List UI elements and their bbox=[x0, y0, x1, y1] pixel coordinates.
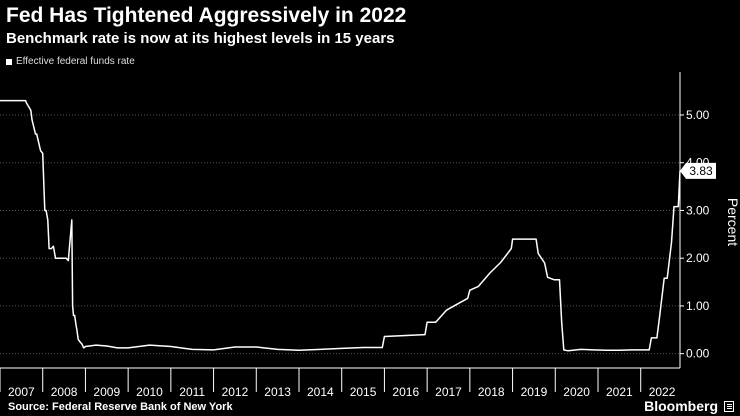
x-tick-label: 2016 bbox=[392, 385, 419, 399]
legend-swatch bbox=[6, 58, 12, 65]
x-tick-label: 2007 bbox=[8, 385, 35, 399]
x-tick-label: 2020 bbox=[563, 385, 590, 399]
chart-subtitle: Benchmark rate is now at its highest lev… bbox=[6, 30, 395, 47]
x-tick-label: 2009 bbox=[93, 385, 120, 399]
y-tick-label: 5.00 bbox=[686, 108, 710, 122]
legend: Effective federal funds rate bbox=[6, 56, 135, 67]
last-value-label: 3.83 bbox=[689, 164, 713, 178]
last-value-flag bbox=[680, 162, 716, 179]
x-tick-label: 2008 bbox=[51, 385, 78, 399]
y-axis: 0.001.002.003.004.005.00 bbox=[679, 72, 710, 368]
y-tick-label: 0.00 bbox=[686, 347, 710, 361]
y-tick-label: 2.00 bbox=[686, 251, 710, 265]
bloomberg-icon bbox=[724, 401, 734, 412]
x-tick-label: 2012 bbox=[222, 385, 249, 399]
x-tick-label: 2021 bbox=[606, 385, 633, 399]
x-axis: 2007 2008 2009 2010 2011 2012 2013 2014 2015 2016… bbox=[0, 367, 680, 399]
y-axis-label: Percent bbox=[725, 198, 740, 246]
x-tick-label: 2022 bbox=[649, 385, 676, 399]
brand-logo: Bloomberg bbox=[644, 398, 718, 414]
x-tick-label: 2015 bbox=[350, 385, 377, 399]
x-tick-label: 2018 bbox=[478, 385, 505, 399]
chart-title: Fed Has Tightened Aggressively in 2022 bbox=[6, 4, 407, 27]
x-tick-label: 2017 bbox=[435, 385, 462, 399]
series-layer: 3.83 bbox=[0, 99, 716, 352]
x-tick-label: 2010 bbox=[136, 385, 163, 399]
x-tick-label: 2013 bbox=[264, 385, 291, 399]
x-tick-label: 2019 bbox=[521, 385, 548, 399]
y-tick-label: 3.00 bbox=[686, 203, 710, 217]
x-tick-label: 2011 bbox=[179, 385, 205, 399]
source-note: Source: Federal Reserve Bank of New York bbox=[8, 401, 233, 413]
legend-label: Effective federal funds rate bbox=[16, 56, 135, 67]
series-line-0 bbox=[0, 99, 681, 352]
grid-lines bbox=[0, 114, 680, 355]
y-tick-label: 1.00 bbox=[686, 299, 710, 313]
x-tick-label: 2014 bbox=[307, 385, 334, 399]
